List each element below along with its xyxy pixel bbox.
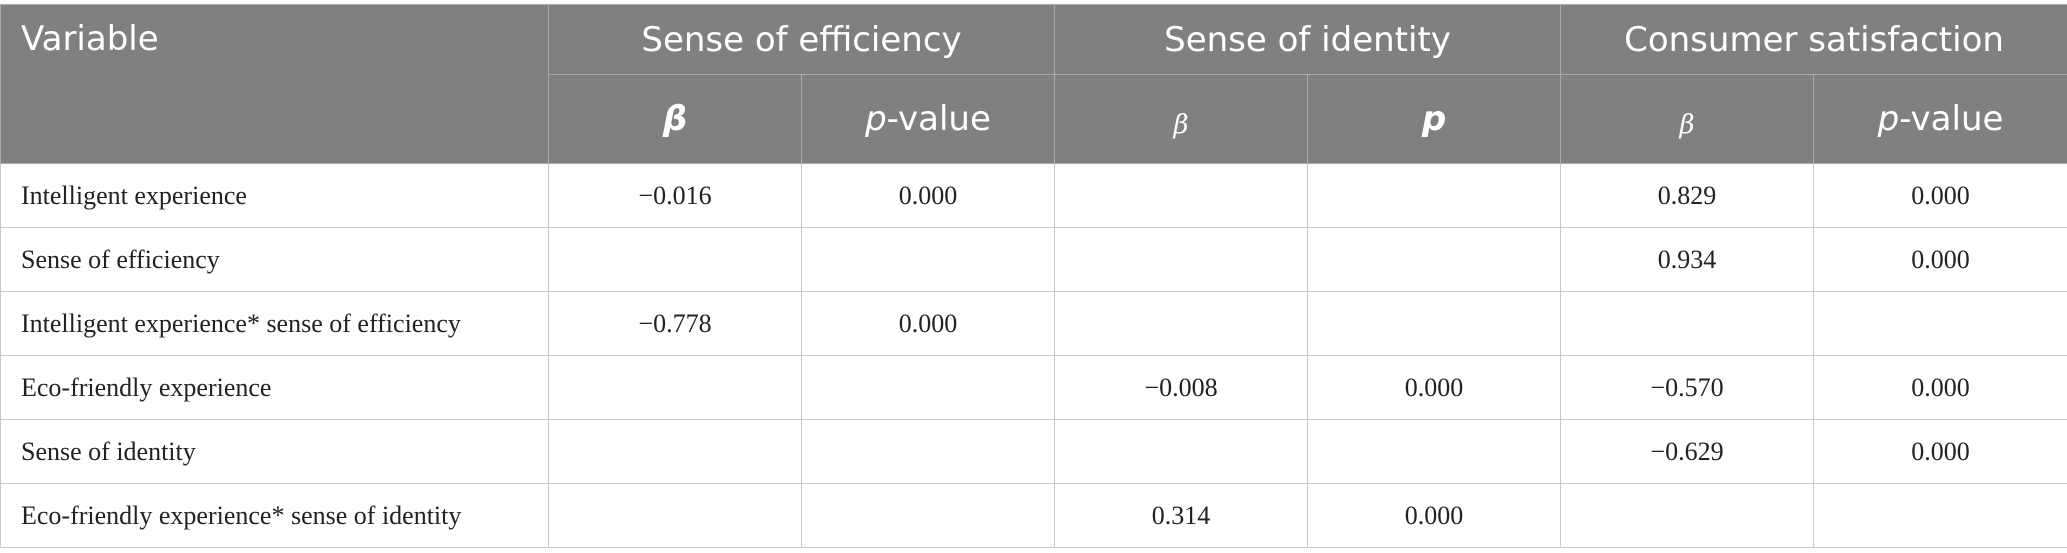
table-cell: −0.016 — [549, 164, 802, 228]
subheader-text: p-value — [865, 99, 991, 139]
subheader-cell: β — [1055, 75, 1308, 164]
table-cell — [1055, 420, 1308, 484]
subheader-cell: p-value — [802, 75, 1055, 164]
table-cell: 0.000 — [802, 292, 1055, 356]
column-header: Sense of identity — [1055, 5, 1561, 75]
table-cell: 0.000 — [802, 164, 1055, 228]
subheader-cell: p — [1308, 75, 1561, 164]
subheader-cell: p-value — [1814, 75, 2067, 164]
table-cell — [1308, 164, 1561, 228]
table-cell: 0.000 — [1814, 420, 2067, 484]
table-cell — [802, 228, 1055, 292]
table-cell — [549, 356, 802, 420]
table-cell — [1308, 292, 1561, 356]
table-cell — [1055, 164, 1308, 228]
table-cell — [802, 420, 1055, 484]
table-cell: 0.000 — [1308, 484, 1561, 548]
row-label: Sense of efficiency — [1, 228, 549, 292]
subheader-text: β — [1173, 96, 1188, 140]
subheader-text: p-value — [1878, 99, 2004, 139]
row-label: Sense of identity — [1, 420, 549, 484]
table-row: Eco-friendly experience* sense of identi… — [1, 484, 2067, 548]
table-cell: 0.000 — [1814, 228, 2067, 292]
table-cell — [1308, 420, 1561, 484]
table-cell — [1814, 292, 2067, 356]
table-cell: −0.629 — [1561, 420, 1814, 484]
table-cell — [1814, 484, 2067, 548]
table-cell — [1055, 292, 1308, 356]
subheader-text: β — [663, 99, 687, 139]
row-label: Intelligent experience — [1, 164, 549, 228]
table-cell — [1561, 292, 1814, 356]
table-row: Intelligent experience* sense of efficie… — [1, 292, 2067, 356]
subheader-cell: β — [1561, 75, 1814, 164]
row-label: Intelligent experience* sense of efficie… — [1, 292, 549, 356]
table-cell: 0.829 — [1561, 164, 1814, 228]
table-cell: 0.000 — [1814, 356, 2067, 420]
table-cell: −0.008 — [1055, 356, 1308, 420]
table-cell — [1561, 484, 1814, 548]
table-cell: 0.000 — [1814, 164, 2067, 228]
column-header: Sense of efficiency — [549, 5, 1055, 75]
table-cell — [549, 420, 802, 484]
table-cell — [802, 356, 1055, 420]
column-header: Variable — [1, 5, 549, 164]
table-cell — [802, 484, 1055, 548]
table-cell — [1308, 228, 1561, 292]
column-header: Consumer satisfaction — [1561, 5, 2067, 75]
table-cell — [549, 228, 802, 292]
row-label: Eco-friendly experience — [1, 356, 549, 420]
table-cell — [549, 484, 802, 548]
table-cell: −0.570 — [1561, 356, 1814, 420]
subheader-text: β — [1680, 96, 1695, 140]
table-cell: 0.314 — [1055, 484, 1308, 548]
table-cell: 0.000 — [1308, 356, 1561, 420]
subheader-text: p — [1422, 99, 1446, 139]
subheader-cell: β — [549, 75, 802, 164]
row-label: Eco-friendly experience* sense of identi… — [1, 484, 549, 548]
table-cell: 0.934 — [1561, 228, 1814, 292]
table-cell: −0.778 — [549, 292, 802, 356]
table-cell — [1055, 228, 1308, 292]
